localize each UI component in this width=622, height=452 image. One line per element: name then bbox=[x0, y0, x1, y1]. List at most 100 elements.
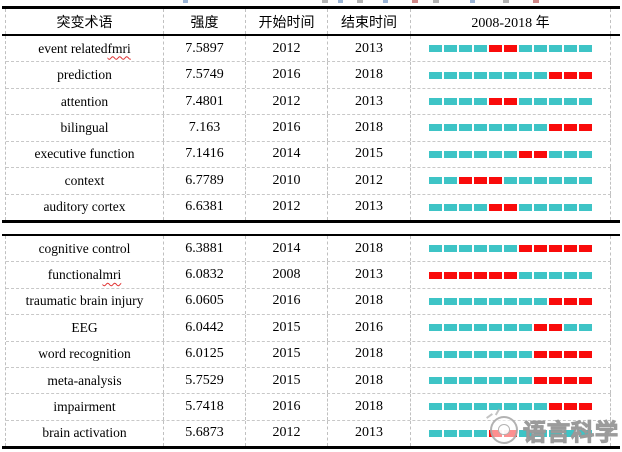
year-segment bbox=[564, 429, 577, 437]
year-segment bbox=[564, 271, 577, 279]
year-segment bbox=[519, 350, 532, 358]
burst-timeline-bars bbox=[429, 150, 592, 158]
term-cell: EEG bbox=[6, 315, 164, 341]
year-segment bbox=[504, 177, 517, 185]
burst-year-segment bbox=[564, 350, 577, 358]
year-segment bbox=[519, 271, 532, 279]
timeline-cell bbox=[411, 341, 611, 367]
burst-timeline-bars bbox=[429, 377, 592, 385]
timeline-cell bbox=[411, 88, 611, 115]
year-segment bbox=[489, 71, 502, 79]
year-segment bbox=[459, 45, 472, 53]
table-row: auditory cortex 6.6381 2012 2013 bbox=[6, 194, 611, 220]
year-segment bbox=[429, 350, 442, 358]
watermark: 语言科学 bbox=[486, 408, 619, 447]
year-segment bbox=[429, 177, 442, 185]
table-row: executive function 7.1416 2014 2015 bbox=[6, 141, 611, 169]
strength-cell: 5.7529 bbox=[164, 367, 246, 394]
end-year-cell: 2018 bbox=[328, 288, 411, 315]
year-segment bbox=[444, 324, 457, 332]
year-segment bbox=[459, 350, 472, 358]
timeline-cell bbox=[411, 288, 611, 315]
year-segment bbox=[564, 203, 577, 211]
end-year-cell: 2018 bbox=[328, 62, 411, 88]
strength-cell: 6.0605 bbox=[164, 288, 246, 315]
year-segment bbox=[429, 377, 442, 385]
burst-year-segment bbox=[534, 377, 547, 385]
year-segment bbox=[489, 245, 502, 253]
start-year-cell: 2016 bbox=[246, 115, 328, 141]
year-segment bbox=[534, 124, 547, 132]
burst-year-segment bbox=[534, 245, 547, 253]
column-header-term: 突变术语 bbox=[6, 9, 164, 34]
year-segment bbox=[504, 324, 517, 332]
burst-year-segment bbox=[579, 377, 592, 385]
strength-cell: 6.0125 bbox=[164, 341, 246, 367]
table-row: prediction 7.5749 2016 2018 bbox=[6, 62, 611, 89]
year-segment bbox=[564, 45, 577, 53]
term-cell: traumatic brain injury bbox=[6, 288, 164, 315]
year-segment bbox=[519, 297, 532, 305]
burst-year-segment bbox=[564, 71, 577, 79]
term-cell: word recognition bbox=[6, 341, 164, 367]
table-row: cognitive control 6.3881 2014 2018 bbox=[6, 236, 611, 263]
year-segment bbox=[444, 403, 457, 411]
year-segment bbox=[459, 98, 472, 106]
term-cell: bilingual bbox=[6, 115, 164, 141]
burst-timeline-bars bbox=[429, 245, 592, 253]
year-segment bbox=[549, 45, 562, 53]
section1-bottom-rule bbox=[2, 220, 620, 223]
strength-cell: 7.4801 bbox=[164, 88, 246, 115]
burst-year-segment bbox=[489, 98, 502, 106]
table-bottom-rule bbox=[2, 446, 620, 449]
year-segment bbox=[549, 203, 562, 211]
burst-timeline-bars bbox=[429, 203, 592, 211]
year-segment bbox=[579, 203, 592, 211]
start-year-cell: 2015 bbox=[246, 315, 328, 341]
year-segment bbox=[489, 350, 502, 358]
burst-year-segment bbox=[549, 403, 562, 411]
timeline-cell bbox=[411, 394, 611, 420]
burst-timeline-bars bbox=[429, 271, 592, 279]
burst-year-segment bbox=[549, 324, 562, 332]
start-year-cell: 2010 bbox=[246, 168, 328, 194]
year-segment bbox=[444, 377, 457, 385]
start-year-cell: 2012 bbox=[246, 194, 328, 220]
burst-year-segment bbox=[579, 350, 592, 358]
burst-year-segment bbox=[504, 98, 517, 106]
table-row: word recognition 6.0125 2015 2018 bbox=[6, 341, 611, 368]
year-segment bbox=[504, 403, 517, 411]
year-segment bbox=[519, 98, 532, 106]
burst-year-segment bbox=[564, 124, 577, 132]
strength-cell: 5.7418 bbox=[164, 394, 246, 420]
timeline-cell bbox=[411, 168, 611, 194]
burst-year-segment bbox=[549, 124, 562, 132]
year-segment bbox=[474, 124, 487, 132]
year-segment bbox=[444, 45, 457, 53]
year-segment bbox=[474, 150, 487, 158]
column-header-strength: 强度 bbox=[164, 9, 246, 34]
burst-year-segment bbox=[519, 150, 532, 158]
year-segment bbox=[459, 124, 472, 132]
year-segment bbox=[429, 297, 442, 305]
burst-year-segment bbox=[549, 71, 562, 79]
year-segment bbox=[564, 150, 577, 158]
year-segment bbox=[429, 124, 442, 132]
table-section-1: event related fmri 7.5897 2012 2013 predicti… bbox=[5, 36, 611, 220]
table-row: meta-analysis 5.7529 2015 2018 bbox=[6, 367, 611, 395]
end-year-cell: 2018 bbox=[328, 236, 411, 262]
burst-timeline-bars bbox=[429, 324, 592, 332]
year-segment bbox=[429, 245, 442, 253]
burst-year-segment bbox=[474, 271, 487, 279]
start-year-cell: 2016 bbox=[246, 394, 328, 420]
burst-timeline-bars bbox=[429, 45, 592, 53]
start-year-cell: 2016 bbox=[246, 62, 328, 88]
year-segment bbox=[579, 324, 592, 332]
table-row: functional mri 6.0832 2008 2013 bbox=[6, 262, 611, 289]
year-segment bbox=[519, 71, 532, 79]
burst-year-segment bbox=[459, 271, 472, 279]
year-segment bbox=[519, 203, 532, 211]
term-cell: meta-analysis bbox=[6, 367, 164, 394]
year-segment bbox=[489, 297, 502, 305]
start-year-cell: 2014 bbox=[246, 141, 328, 168]
